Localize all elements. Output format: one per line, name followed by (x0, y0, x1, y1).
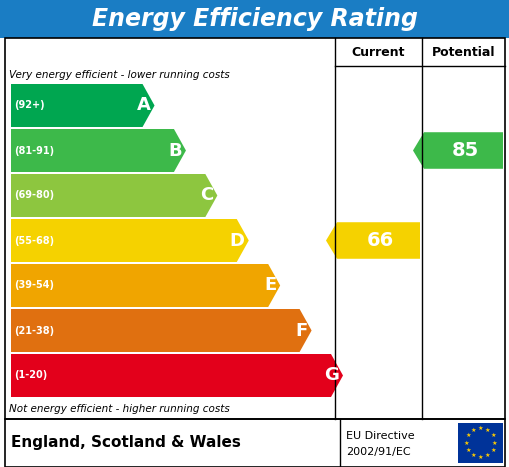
Polygon shape (413, 132, 503, 169)
Polygon shape (11, 129, 186, 172)
Text: ★: ★ (465, 448, 471, 453)
Text: ★: ★ (477, 455, 484, 460)
Text: D: D (230, 232, 245, 249)
Text: Current: Current (352, 45, 405, 58)
Text: (21-38): (21-38) (14, 325, 54, 335)
Polygon shape (11, 354, 343, 397)
Polygon shape (11, 219, 249, 262)
Text: ★: ★ (477, 426, 484, 431)
Text: E: E (264, 276, 276, 295)
Text: B: B (168, 142, 182, 160)
Polygon shape (11, 309, 312, 352)
Text: 2002/91/EC: 2002/91/EC (346, 446, 411, 457)
Text: Potential: Potential (432, 45, 495, 58)
Polygon shape (11, 174, 217, 217)
Text: (69-80): (69-80) (14, 191, 54, 200)
Text: (81-91): (81-91) (14, 146, 54, 156)
Bar (0, 0, 509, 38)
Text: 66: 66 (367, 231, 394, 250)
Text: F: F (295, 321, 307, 340)
Text: ★: ★ (465, 433, 471, 439)
Text: ★: ★ (470, 453, 476, 458)
Bar (5, 419, 505, 467)
Text: Energy Efficiency Rating: Energy Efficiency Rating (92, 7, 417, 31)
Text: ★: ★ (463, 440, 469, 446)
Text: ★: ★ (490, 448, 496, 453)
Text: G: G (324, 367, 339, 384)
Text: EU Directive: EU Directive (346, 431, 415, 441)
Polygon shape (326, 222, 420, 259)
Bar (458, 423, 503, 463)
Text: England, Scotland & Wales: England, Scotland & Wales (11, 436, 241, 451)
Text: Not energy efficient - higher running costs: Not energy efficient - higher running co… (9, 404, 230, 414)
Polygon shape (11, 84, 155, 127)
Text: ★: ★ (485, 428, 491, 433)
Text: ★: ★ (490, 433, 496, 439)
Text: (39-54): (39-54) (14, 281, 54, 290)
Text: C: C (200, 186, 213, 205)
Text: (92+): (92+) (14, 100, 45, 111)
Text: ★: ★ (492, 440, 498, 446)
Text: A: A (136, 97, 151, 114)
Text: ★: ★ (485, 453, 491, 458)
Text: 85: 85 (452, 141, 479, 160)
Text: (1-20): (1-20) (14, 370, 47, 381)
Polygon shape (11, 264, 280, 307)
Bar (5, 38, 505, 419)
Text: ★: ★ (470, 428, 476, 433)
Text: Very energy efficient - lower running costs: Very energy efficient - lower running co… (9, 70, 230, 80)
Text: (55-68): (55-68) (14, 235, 54, 246)
